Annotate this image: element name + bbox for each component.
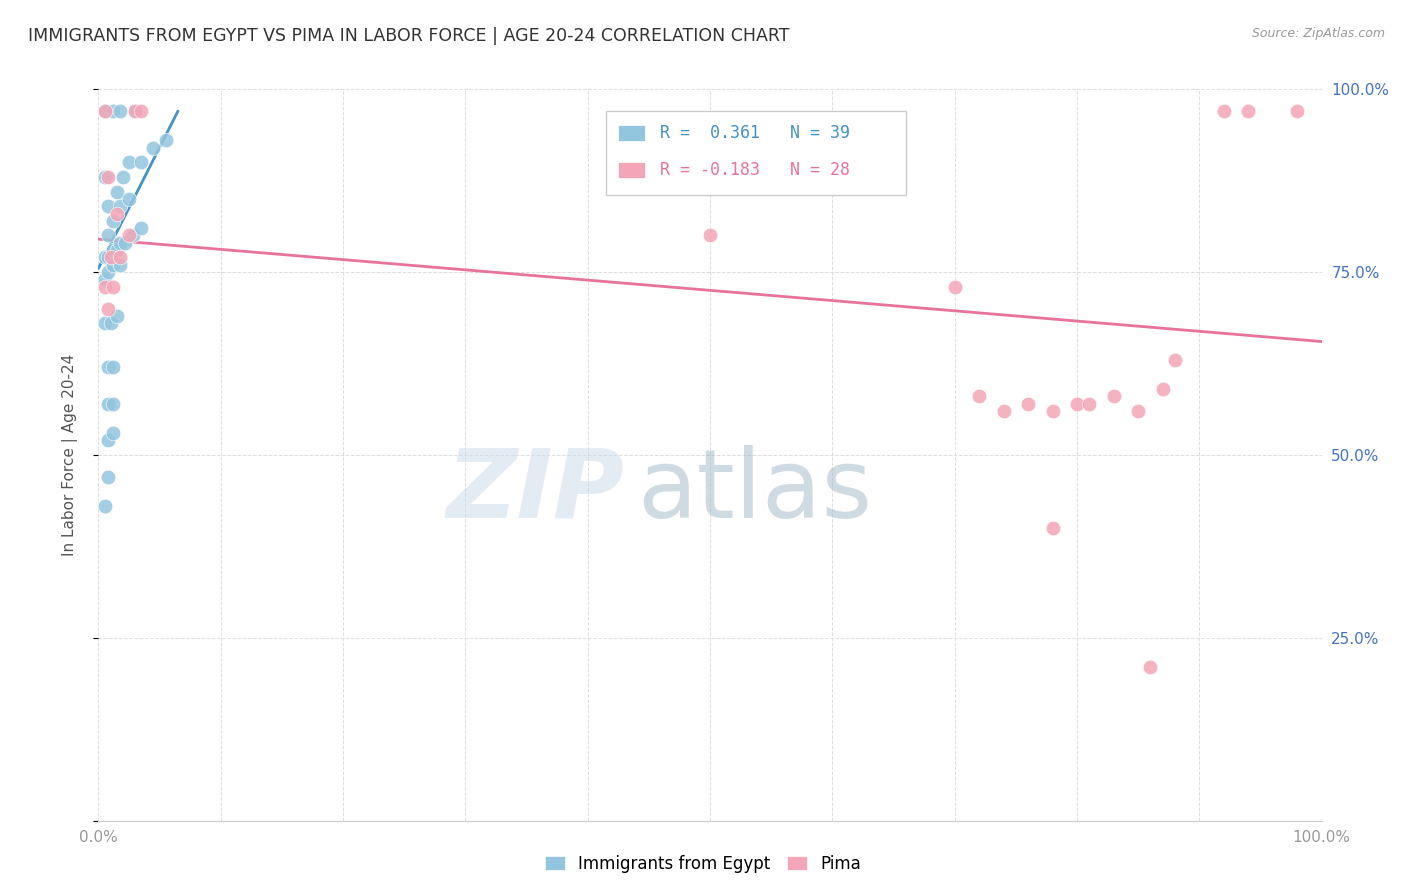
Point <box>943 279 966 293</box>
Point <box>1139 660 1161 674</box>
Point <box>93 251 115 265</box>
Point <box>101 258 124 272</box>
Point <box>100 251 122 265</box>
Point <box>1066 397 1088 411</box>
Point <box>1152 382 1174 396</box>
Point <box>1102 389 1125 403</box>
Point <box>101 279 124 293</box>
Point <box>93 499 115 513</box>
Point <box>1286 104 1309 119</box>
FancyBboxPatch shape <box>619 125 645 141</box>
Text: R =  0.361   N = 39: R = 0.361 N = 39 <box>659 124 849 142</box>
Point <box>97 301 120 316</box>
Point <box>124 104 146 119</box>
Point <box>93 316 115 330</box>
FancyBboxPatch shape <box>606 112 905 195</box>
Y-axis label: In Labor Force | Age 20-24: In Labor Force | Age 20-24 <box>62 354 77 556</box>
Point <box>129 155 152 169</box>
Text: R = -0.183   N = 28: R = -0.183 N = 28 <box>659 161 849 178</box>
Point <box>97 265 120 279</box>
Point <box>129 221 152 235</box>
Point <box>1212 104 1234 119</box>
Point <box>97 397 120 411</box>
Point <box>993 404 1015 418</box>
Point <box>118 155 141 169</box>
Point <box>114 235 136 250</box>
Point <box>97 470 120 484</box>
Point <box>1078 397 1101 411</box>
Point <box>110 235 132 250</box>
Point <box>129 104 152 119</box>
Point <box>97 360 120 375</box>
Point <box>97 228 120 243</box>
Point <box>1128 404 1150 418</box>
Point <box>93 272 115 286</box>
Point <box>118 192 141 206</box>
Point <box>110 104 132 119</box>
Point <box>105 185 128 199</box>
Text: ZIP: ZIP <box>447 445 624 538</box>
Point <box>97 434 120 448</box>
Point <box>110 258 132 272</box>
Point <box>93 279 115 293</box>
Point <box>142 141 165 155</box>
Point <box>155 133 177 147</box>
Point <box>97 251 120 265</box>
Text: IMMIGRANTS FROM EGYPT VS PIMA IN LABOR FORCE | AGE 20-24 CORRELATION CHART: IMMIGRANTS FROM EGYPT VS PIMA IN LABOR F… <box>28 27 790 45</box>
Point <box>100 316 122 330</box>
FancyBboxPatch shape <box>619 161 645 178</box>
Point <box>101 104 124 119</box>
Point <box>101 425 124 440</box>
Text: Source: ZipAtlas.com: Source: ZipAtlas.com <box>1251 27 1385 40</box>
Point <box>1237 104 1260 119</box>
Point <box>1017 397 1039 411</box>
Point <box>1042 521 1064 535</box>
Point <box>110 251 132 265</box>
Legend: Immigrants from Egypt, Pima: Immigrants from Egypt, Pima <box>538 848 868 880</box>
Point <box>105 206 128 220</box>
Point <box>101 397 124 411</box>
Point <box>105 309 128 323</box>
Point <box>1164 352 1187 367</box>
Point <box>93 104 115 119</box>
Point <box>1042 404 1064 418</box>
Point <box>101 360 124 375</box>
Point <box>121 228 143 243</box>
Text: atlas: atlas <box>637 445 872 538</box>
Point <box>93 169 115 184</box>
Point <box>699 228 721 243</box>
Point <box>97 169 120 184</box>
Point <box>110 199 132 213</box>
Point <box>111 169 134 184</box>
Point <box>118 228 141 243</box>
Point <box>967 389 990 403</box>
Point <box>101 243 124 257</box>
Point <box>97 199 120 213</box>
Point <box>93 104 115 119</box>
Point <box>124 104 146 119</box>
Point <box>101 214 124 228</box>
Point <box>105 243 128 257</box>
